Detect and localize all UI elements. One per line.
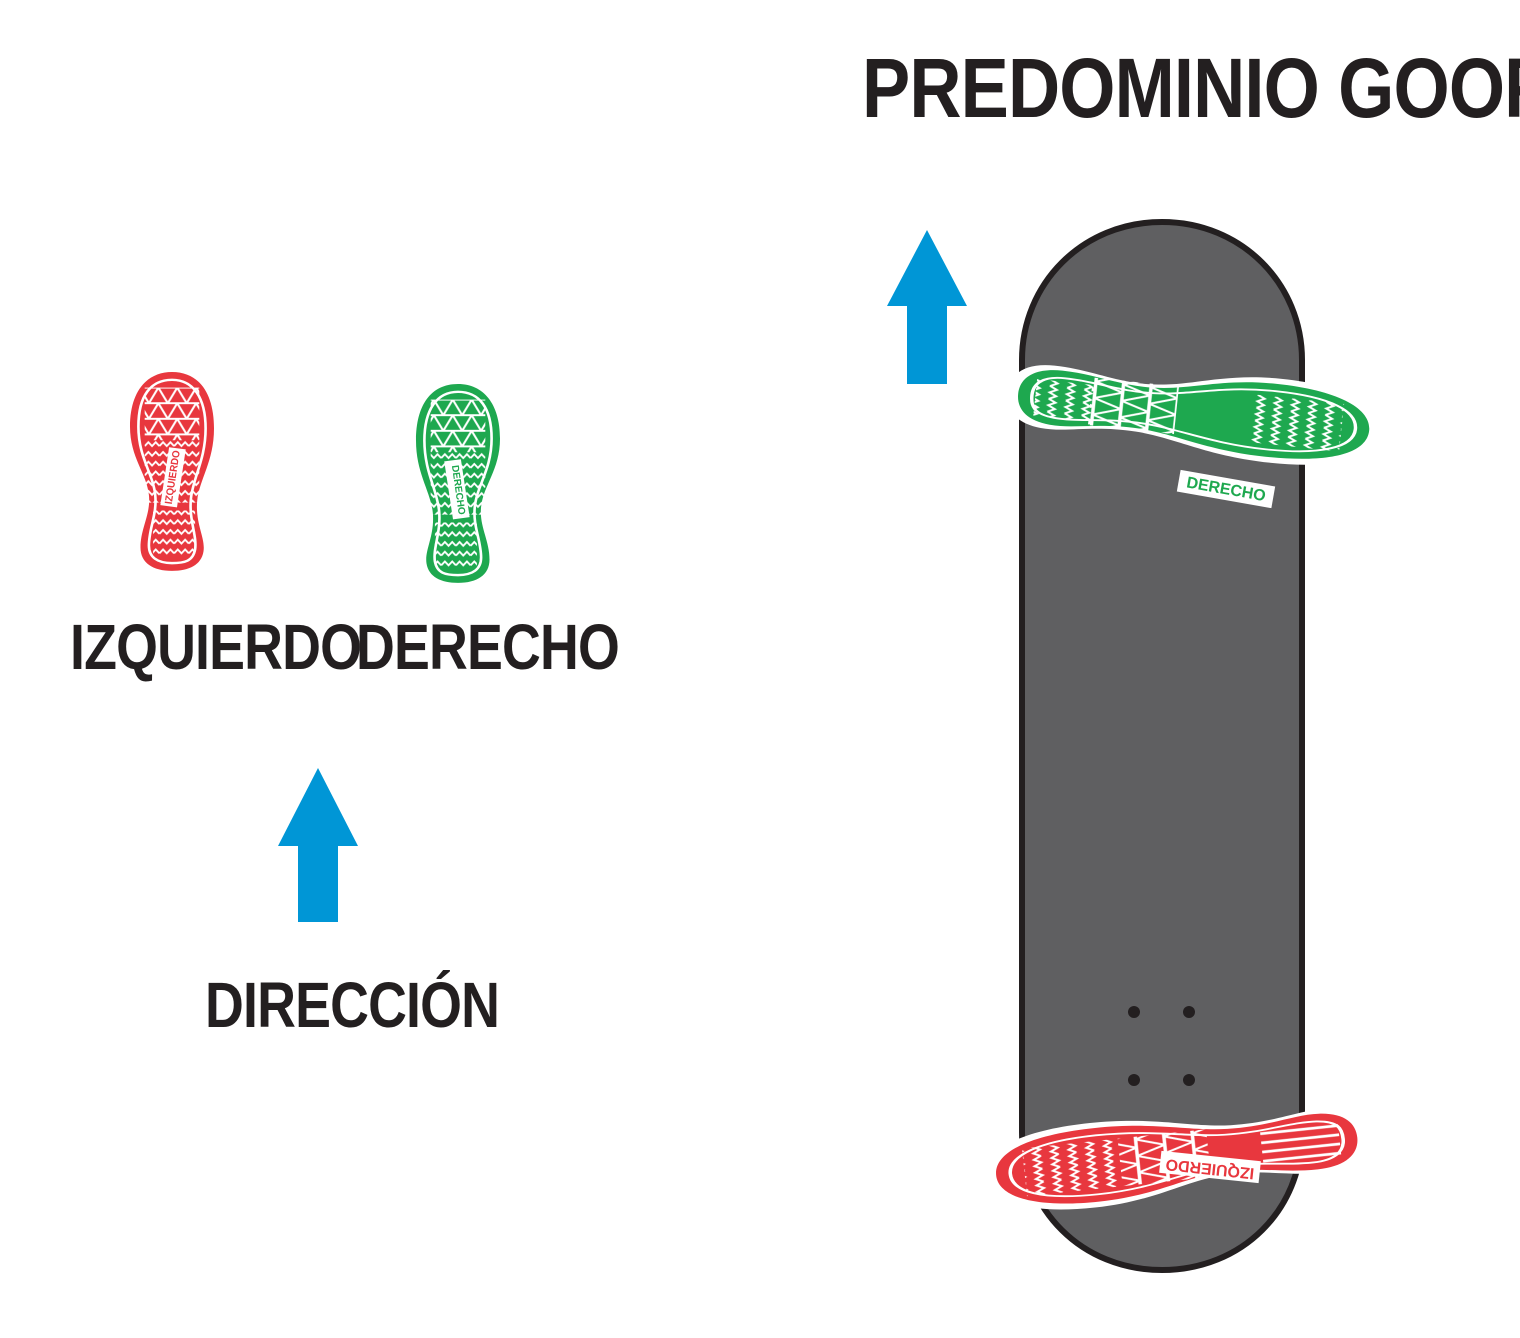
- footprint-right-icon: [416, 384, 500, 583]
- direction-label: DIRECCIÓN: [205, 969, 500, 1041]
- left-foot-label: IZQUIERDO: [70, 611, 362, 683]
- page-title: PREDOMINIO GOOFY: [862, 41, 1520, 135]
- direction-arrow-icon: [278, 768, 358, 922]
- bolt: [1128, 1074, 1140, 1086]
- board-direction-arrow-icon: [887, 230, 967, 384]
- footprint-left-icon: IZQUIERDO: [130, 372, 214, 571]
- right-foot-label: DERECHO: [356, 611, 620, 683]
- bolt: [1128, 1006, 1140, 1018]
- bolt: [1183, 1006, 1195, 1018]
- bolt: [1183, 1074, 1195, 1086]
- board-foot-right-icon: [1003, 350, 1384, 474]
